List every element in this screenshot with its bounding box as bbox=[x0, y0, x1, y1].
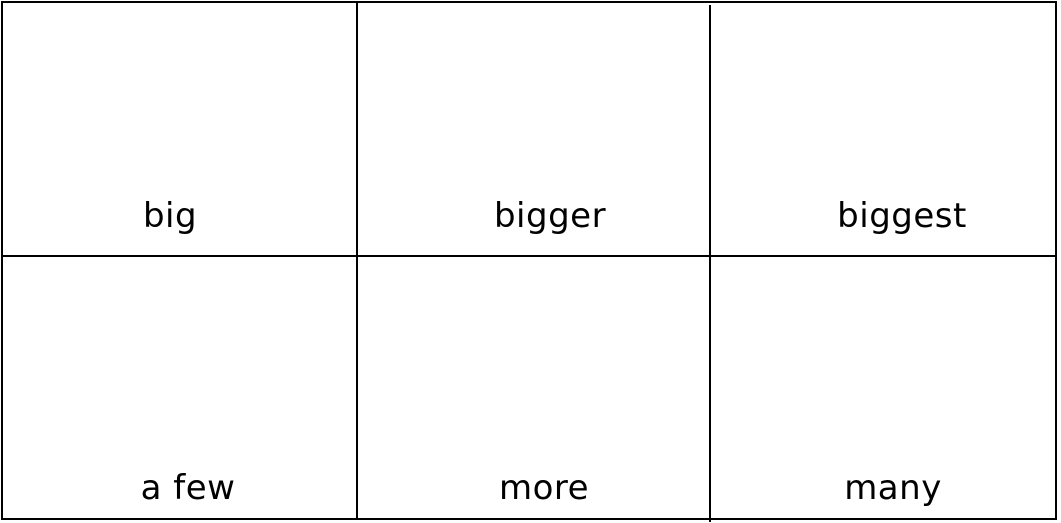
card-label-bigger: bigger bbox=[493, 196, 607, 236]
card-label-more: more bbox=[498, 468, 590, 508]
card-label-biggest: biggest bbox=[837, 196, 967, 236]
column-divider-2 bbox=[709, 5, 711, 522]
column-divider-1 bbox=[356, 1, 358, 520]
row-divider bbox=[1, 255, 1057, 257]
card-label-many: many bbox=[844, 468, 942, 508]
card-label-big: big bbox=[142, 196, 198, 236]
card-label-a-few: a few bbox=[140, 468, 236, 508]
